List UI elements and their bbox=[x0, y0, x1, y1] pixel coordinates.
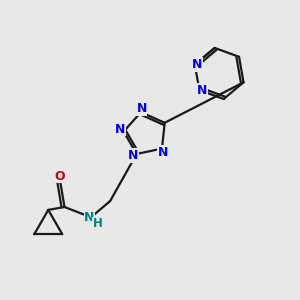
Text: N: N bbox=[158, 146, 168, 159]
Text: O: O bbox=[55, 169, 65, 183]
Text: H: H bbox=[92, 217, 102, 230]
Text: N: N bbox=[84, 211, 95, 224]
Text: N: N bbox=[128, 149, 138, 162]
Text: N: N bbox=[136, 102, 147, 115]
Text: N: N bbox=[192, 58, 202, 71]
Text: N: N bbox=[115, 123, 125, 136]
Text: N: N bbox=[196, 84, 207, 97]
